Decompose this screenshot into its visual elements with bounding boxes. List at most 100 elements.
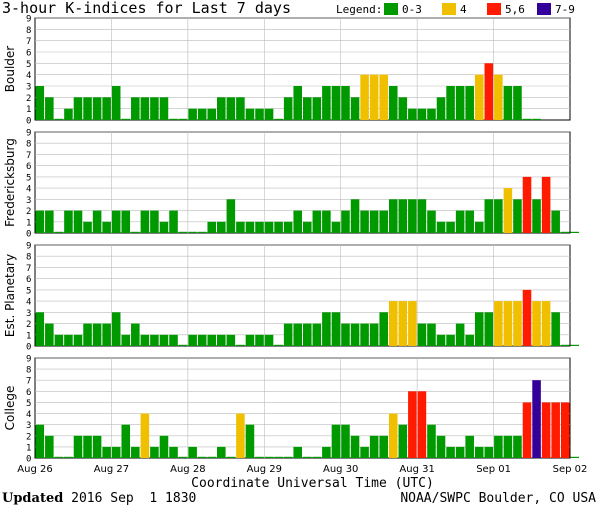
bar-3-32 — [331, 312, 341, 346]
bar-3-7 — [92, 323, 102, 346]
bar-1-23 — [245, 108, 255, 120]
bar-2-54 — [541, 176, 551, 233]
bar-2-49 — [494, 199, 503, 233]
bar-3-18 — [197, 334, 207, 346]
bar-4-35 — [360, 446, 369, 458]
x-tick-label-2: Aug 27 — [94, 464, 129, 475]
bar-2-14 — [159, 221, 169, 233]
bar-3-43 — [436, 334, 446, 346]
bar-4-44 — [446, 446, 455, 458]
bar-1-3 — [54, 118, 64, 120]
station-label-3: Est. Planetary — [3, 254, 17, 337]
bar-3-15 — [169, 334, 178, 346]
bar-3-21 — [226, 334, 236, 346]
bar-2-3 — [54, 231, 64, 233]
bar-4-41 — [417, 391, 427, 458]
bar-2-34 — [350, 199, 360, 233]
bar-3-5 — [73, 334, 83, 346]
legend-swatch-2 — [442, 3, 456, 15]
bar-3-57 — [570, 344, 580, 346]
bar-3-48 — [484, 312, 494, 346]
y-tick-label-4-6: 6 — [26, 388, 31, 398]
y-tick-label-4-3: 3 — [26, 421, 31, 431]
station-label-2: Fredericksburg — [3, 138, 17, 227]
bar-1-25 — [264, 108, 274, 120]
bar-4-12 — [140, 413, 150, 458]
bar-2-36 — [369, 210, 379, 233]
y-tick-label-2-4: 4 — [26, 185, 31, 195]
bar-2-20 — [217, 221, 226, 233]
bar-3-11 — [131, 323, 140, 346]
bar-2-51 — [513, 199, 522, 233]
bar-3-20 — [217, 334, 226, 346]
y-tick-label-2-0: 0 — [26, 230, 31, 240]
bar-2-47 — [474, 221, 484, 233]
bar-4-53 — [532, 380, 541, 458]
bar-1-48 — [484, 63, 494, 120]
y-tick-label-3-9: 9 — [26, 242, 31, 252]
bar-1-42 — [427, 108, 436, 120]
bar-4-56 — [560, 402, 570, 458]
bar-2-16 — [178, 231, 188, 233]
updated-label: Updated — [2, 491, 64, 506]
bar-1-26 — [274, 118, 283, 120]
bar-1-40 — [408, 108, 417, 120]
bar-2-42 — [427, 210, 436, 233]
bar-3-16 — [178, 344, 188, 346]
y-tick-label-3-1: 1 — [26, 331, 31, 341]
bar-4-33 — [341, 424, 350, 458]
bar-1-4 — [64, 108, 73, 120]
bar-1-37 — [379, 74, 388, 120]
bar-4-42 — [427, 424, 436, 458]
bar-1-34 — [350, 97, 360, 120]
bar-2-50 — [503, 188, 513, 233]
bar-3-55 — [551, 312, 560, 346]
bar-3-30 — [312, 323, 322, 346]
bar-3-42 — [427, 323, 436, 346]
bar-1-14 — [159, 97, 169, 120]
bar-3-53 — [532, 301, 541, 346]
bar-1-20 — [217, 97, 226, 120]
y-tick-label-4-5: 5 — [26, 399, 31, 409]
y-tick-label-1-3: 3 — [26, 83, 31, 93]
y-tick-label-3-6: 6 — [26, 275, 31, 285]
bar-3-3 — [54, 334, 64, 346]
bar-1-39 — [398, 97, 408, 120]
y-tick-label-1-6: 6 — [26, 49, 31, 59]
bar-1-35 — [360, 74, 369, 120]
bar-2-33 — [341, 210, 350, 233]
bar-1-38 — [388, 86, 398, 120]
bar-3-40 — [408, 301, 417, 346]
bar-3-51 — [513, 301, 522, 346]
y-tick-label-2-5: 5 — [26, 173, 31, 183]
y-tick-label-2-3: 3 — [26, 196, 31, 206]
bar-3-22 — [236, 344, 245, 346]
bar-1-22 — [236, 97, 245, 120]
station-label-1: Boulder — [3, 46, 17, 93]
bar-3-23 — [245, 334, 255, 346]
bar-3-50 — [503, 301, 513, 346]
bar-3-17 — [188, 334, 197, 346]
bar-1-47 — [474, 74, 484, 120]
bar-4-30 — [312, 456, 322, 458]
y-tick-label-1-4: 4 — [26, 71, 31, 81]
bar-4-21 — [226, 456, 236, 458]
bar-1-41 — [417, 108, 427, 120]
bar-2-39 — [398, 199, 408, 233]
x-tick-label-6: Aug 31 — [399, 464, 434, 475]
bar-3-33 — [341, 323, 350, 346]
bar-4-22 — [236, 413, 245, 458]
bar-2-8 — [102, 221, 111, 233]
bar-2-43 — [436, 221, 446, 233]
y-tick-label-3-3: 3 — [26, 309, 31, 319]
x-tick-label-7: Sep 01 — [476, 464, 511, 475]
bar-2-53 — [532, 199, 541, 233]
bar-1-50 — [503, 86, 513, 120]
updated-value: 2016 Sep 1 1830 — [63, 491, 197, 506]
bar-4-1 — [35, 424, 45, 458]
bar-2-1 — [35, 210, 45, 233]
bar-1-5 — [73, 97, 83, 120]
bar-3-1 — [35, 312, 45, 346]
bar-3-29 — [303, 323, 312, 346]
bar-2-37 — [379, 210, 388, 233]
